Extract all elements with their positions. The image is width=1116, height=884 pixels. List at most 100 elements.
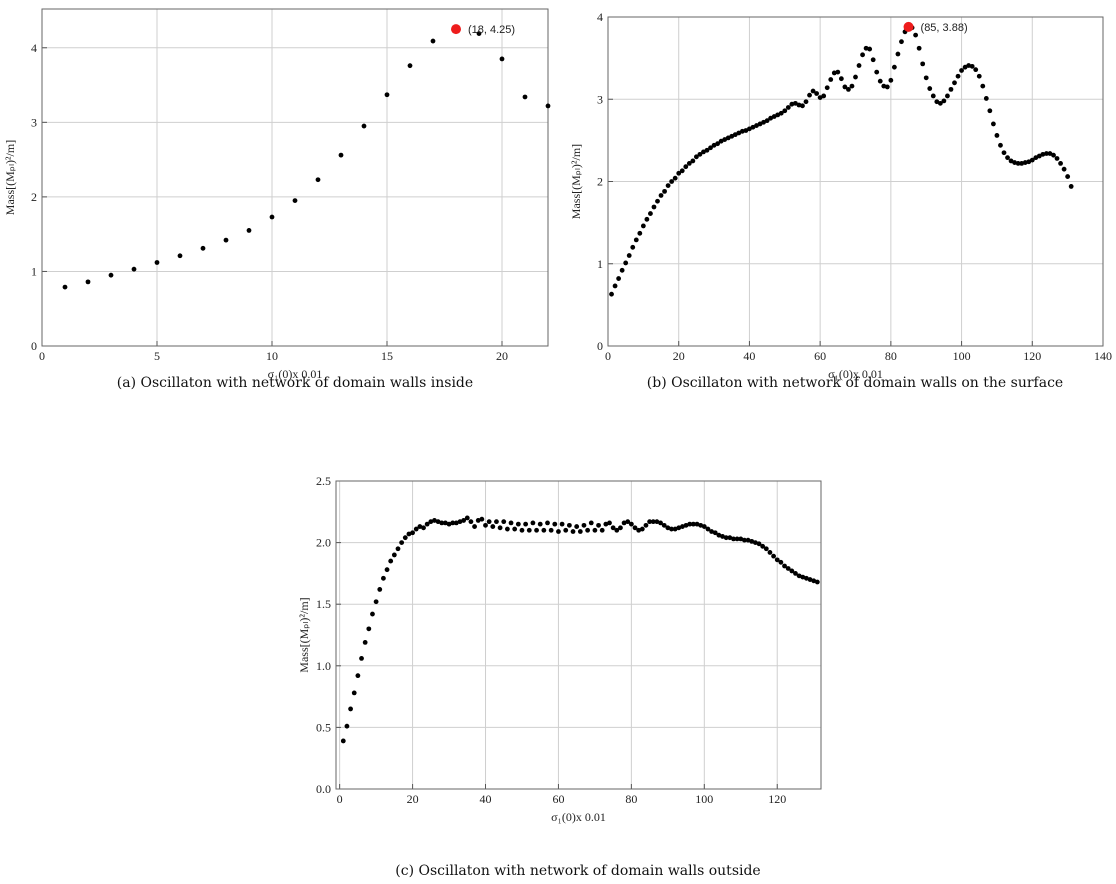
y-tick-label: 1 [597, 257, 603, 271]
data-point [643, 522, 649, 528]
x-tick-label: 0 [337, 792, 343, 806]
data-point [842, 84, 848, 90]
data-point [430, 38, 436, 44]
data-point [618, 525, 623, 531]
x-tick-label: 5 [154, 349, 160, 363]
data-point [676, 525, 682, 531]
data-point [177, 253, 183, 259]
data-point [923, 75, 929, 81]
data-point [377, 587, 383, 592]
data-point [1005, 155, 1010, 161]
data-point [774, 557, 780, 563]
data-point [154, 260, 160, 265]
data-point [566, 522, 572, 528]
data-point [541, 527, 547, 533]
data-point [556, 529, 561, 534]
data-point [973, 67, 979, 73]
data-point [807, 92, 812, 98]
caption: (b) Oscillaton with network of domain wa… [646, 375, 1064, 391]
data-point [679, 168, 685, 174]
data-point [877, 78, 883, 84]
data-point [453, 520, 459, 526]
data-point [672, 526, 678, 532]
highlight-label: (85, 3.88) [921, 22, 968, 34]
data-point [633, 237, 639, 243]
data-point [789, 568, 795, 574]
y-tick-label: 2 [31, 190, 37, 204]
data-point [764, 118, 770, 124]
data-point [945, 93, 950, 99]
data-point [534, 527, 539, 533]
data-point [1068, 184, 1074, 189]
data-point [727, 535, 733, 541]
data-point [867, 46, 873, 52]
data-point [835, 69, 841, 75]
x-axis-label: σ₁(0)x 0.01 [268, 367, 323, 381]
data-point [650, 519, 656, 525]
data-point [690, 158, 696, 164]
data-point [461, 518, 467, 523]
data-point [760, 543, 766, 549]
data-point [483, 522, 488, 528]
data-point [515, 521, 521, 527]
data-point [661, 522, 667, 528]
data-point [1015, 161, 1021, 166]
data-point [384, 567, 390, 573]
highlight-point [903, 21, 914, 32]
data-point [577, 529, 583, 534]
data-point [497, 525, 503, 531]
data-point [891, 64, 897, 70]
y-tick-label: 0 [31, 339, 37, 353]
caption: (c) Oscillaton with network of domain wa… [395, 863, 761, 879]
data-point [563, 527, 569, 533]
data-point [701, 524, 707, 529]
data-point [592, 527, 598, 533]
data-point [698, 522, 704, 528]
data-point [655, 198, 660, 204]
data-point [899, 39, 904, 45]
data-point [1051, 152, 1056, 158]
x-tick-label: 15 [381, 349, 393, 363]
data-point [800, 103, 805, 109]
y-tick-label: 2.0 [316, 536, 331, 550]
data-point [399, 540, 405, 545]
data-point [731, 536, 736, 542]
data-point [388, 558, 394, 564]
data-point [1029, 157, 1035, 163]
data-point [402, 535, 408, 541]
data-point [734, 536, 740, 542]
data-point [499, 56, 505, 62]
data-point [108, 272, 114, 278]
data-point [687, 521, 693, 527]
data-point [512, 526, 518, 532]
data-point [654, 519, 660, 525]
data-point [998, 142, 1003, 148]
data-point [888, 77, 894, 83]
data-point [340, 738, 346, 744]
data-point [131, 266, 137, 272]
data-point [742, 537, 747, 543]
data-point [705, 526, 711, 532]
data-point [464, 515, 470, 521]
data-point [676, 170, 682, 176]
data-point [712, 530, 718, 536]
data-point [476, 31, 482, 37]
data-point [639, 526, 645, 532]
x-tick-label: 20 [407, 792, 419, 806]
y-tick-label: 0.5 [316, 720, 331, 734]
data-point [373, 599, 379, 605]
data-point [704, 147, 710, 153]
data-point [490, 524, 496, 529]
data-point [697, 151, 703, 157]
data-point [625, 519, 631, 525]
caption: (a) Oscillaton with network of domain wa… [116, 375, 474, 391]
data-point [665, 183, 671, 189]
data-point [446, 521, 452, 527]
data-point [607, 520, 612, 526]
data-point [366, 626, 372, 632]
data-point [526, 527, 532, 533]
data-point [472, 524, 477, 529]
data-point [246, 228, 252, 233]
data-point [723, 535, 729, 541]
data-point [479, 516, 485, 522]
